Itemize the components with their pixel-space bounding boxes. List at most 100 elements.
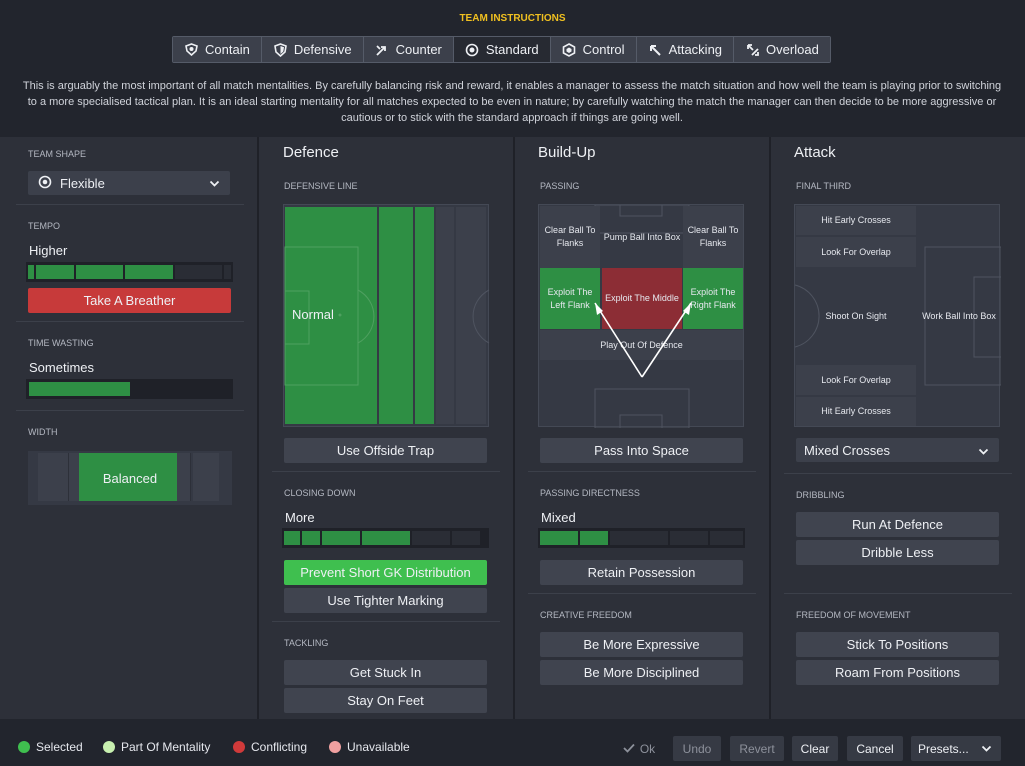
crossing-value: Mixed Crosses xyxy=(804,442,890,458)
width-value: Balanced xyxy=(102,470,158,486)
legend-part-label: Part Of Mentality xyxy=(121,740,211,754)
ok-button[interactable]: Ok xyxy=(615,736,663,761)
column-divider xyxy=(769,137,771,719)
hit-early-crosses-top-cell[interactable]: Hit Early Crosses xyxy=(796,206,916,235)
offside-trap-button[interactable]: Use Offside Trap xyxy=(284,438,487,463)
final-third-label: FINAL THIRD xyxy=(796,181,852,191)
divider xyxy=(528,471,756,472)
tempo-segment xyxy=(174,265,223,279)
tab-standard-label: Standard xyxy=(485,42,539,57)
page-title: TEAM INSTRUCTIONS xyxy=(459,13,566,24)
defensive-line-label: DEFENSIVE LINE xyxy=(284,181,358,191)
prevent-short-gk-button[interactable]: Prevent Short GK Distribution xyxy=(284,560,487,585)
cancel-button[interactable]: Cancel xyxy=(847,736,903,761)
get-stuck-in-button[interactable]: Get Stuck In xyxy=(284,660,487,685)
be-more-disciplined-button[interactable]: Be More Disciplined xyxy=(540,660,743,685)
passing-label: PASSING xyxy=(540,181,580,191)
passing-directness-slider[interactable] xyxy=(538,528,745,548)
time-wasting-label: TIME WASTING xyxy=(28,338,94,348)
chevron-down-icon xyxy=(978,445,989,460)
tab-overload-label: Overload xyxy=(766,42,819,57)
tab-attacking-label: Attacking xyxy=(668,42,723,57)
exploit-middle-cell[interactable]: Exploit The Middle xyxy=(602,268,682,329)
pass-into-space-button[interactable]: Pass Into Space xyxy=(540,438,743,463)
crossing-select[interactable]: Mixed Crosses xyxy=(796,438,999,462)
be-more-expressive-button[interactable]: Be More Expressive xyxy=(540,632,743,657)
shield-heart-icon xyxy=(184,42,199,57)
defence-heading: Defence xyxy=(283,144,339,161)
take-a-breather-button[interactable]: Take A Breather xyxy=(28,288,231,313)
tab-counter[interactable]: Counter xyxy=(363,37,454,62)
stick-to-positions-button[interactable]: Stick To Positions xyxy=(796,632,999,657)
work-ball-into-box-cell[interactable]: Work Ball Into Box xyxy=(922,310,996,321)
tempo-segment xyxy=(35,265,74,279)
passing-directness-value: Mixed xyxy=(541,510,576,525)
team-shape-label: TEAM SHAPE xyxy=(28,149,87,159)
creative-freedom-label: CREATIVE FREEDOM xyxy=(540,610,632,620)
legend-unavailable-label: Unavailable xyxy=(347,740,410,754)
play-out-defence-cell[interactable]: Play Out Of Defence xyxy=(540,330,743,360)
time-wasting-value: Sometimes xyxy=(29,360,95,375)
clear-button[interactable]: Clear xyxy=(792,736,838,761)
shield-icon xyxy=(273,42,288,57)
look-for-overlap-top-cell[interactable]: Look For Overlap xyxy=(796,237,916,267)
tighter-marking-button[interactable]: Use Tighter Marking xyxy=(284,588,487,613)
divider xyxy=(16,321,244,322)
pump-ball-cell[interactable]: Pump Ball Into Box xyxy=(603,231,681,242)
tempo-value: Higher xyxy=(29,243,68,258)
tab-standard[interactable]: Standard xyxy=(453,37,551,62)
defensive-line-pitch[interactable]: Normal xyxy=(283,204,490,427)
stay-on-feet-button[interactable]: Stay On Feet xyxy=(284,688,487,713)
width-selected-area xyxy=(79,453,177,501)
attack-heading: Attack xyxy=(794,144,836,161)
tempo-slider[interactable] xyxy=(26,262,233,282)
legend-conflicting: Conflicting xyxy=(233,740,307,754)
presets-dropdown[interactable]: Presets... xyxy=(911,736,1001,761)
tempo-segment xyxy=(28,265,34,279)
look-for-overlap-bottom-cell[interactable]: Look For Overlap xyxy=(796,365,916,395)
revert-button[interactable]: Revert xyxy=(730,736,784,761)
legend-selected-label: Selected xyxy=(36,740,83,754)
shoot-on-sight-cell[interactable]: Shoot On Sight xyxy=(825,310,887,321)
clear-ball-left-cell[interactable]: Clear Ball To Flanks xyxy=(540,206,600,268)
team-shape-value: Flexible xyxy=(60,175,105,191)
tab-attacking[interactable]: Attacking xyxy=(636,37,735,62)
exploit-right-flank-cell[interactable]: Exploit The Right Flank xyxy=(683,268,743,329)
check-icon xyxy=(623,742,635,756)
tab-overload[interactable]: Overload xyxy=(734,37,830,62)
closing-down-label: CLOSING DOWN xyxy=(284,488,356,498)
closing-down-slider[interactable] xyxy=(282,528,489,548)
target-icon xyxy=(465,42,480,57)
legend-selected-dot xyxy=(18,741,30,753)
legend-conflicting-dot xyxy=(233,741,245,753)
arrow-up-left-icon xyxy=(648,42,663,57)
tab-control[interactable]: Control xyxy=(550,37,637,62)
legend-unavailable: Unavailable xyxy=(329,740,410,754)
dribble-less-button[interactable]: Dribble Less xyxy=(796,540,999,565)
mentality-tabs: Contain Defensive Counter Standard Contr… xyxy=(172,36,831,63)
divider xyxy=(528,593,756,594)
roam-from-positions-button[interactable]: Roam From Positions xyxy=(796,660,999,685)
passing-pitch: Clear Ball To Flanks Pump Ball Into Box … xyxy=(538,204,744,428)
retain-possession-button[interactable]: Retain Possession xyxy=(540,560,743,585)
legend-part-dot xyxy=(103,741,115,753)
final-third-pitch: Hit Early Crosses Look For Overlap Shoot… xyxy=(794,204,1001,427)
legend-selected: Selected xyxy=(18,740,83,754)
undo-button[interactable]: Undo xyxy=(673,736,721,761)
hit-early-crosses-bottom-cell[interactable]: Hit Early Crosses xyxy=(796,397,916,426)
divider xyxy=(784,473,1012,474)
arrows-icon xyxy=(375,42,390,57)
divider xyxy=(16,204,244,205)
tab-defensive[interactable]: Defensive xyxy=(261,37,364,62)
presets-label: Presets... xyxy=(918,741,969,756)
time-wasting-slider[interactable] xyxy=(26,379,233,399)
width-selector[interactable]: Balanced xyxy=(28,451,232,505)
run-at-defence-button[interactable]: Run At Defence xyxy=(796,512,999,537)
time-wasting-fill xyxy=(29,382,130,396)
freedom-of-movement-label: FREEDOM OF MOVEMENT xyxy=(796,610,911,620)
team-shape-select[interactable]: Flexible xyxy=(28,171,230,195)
clear-ball-right-cell[interactable]: Clear Ball To Flanks xyxy=(683,206,743,268)
tab-defensive-label: Defensive xyxy=(293,42,352,57)
exploit-left-flank-cell[interactable]: Exploit The Left Flank xyxy=(540,268,600,329)
tab-contain[interactable]: Contain xyxy=(173,37,262,62)
